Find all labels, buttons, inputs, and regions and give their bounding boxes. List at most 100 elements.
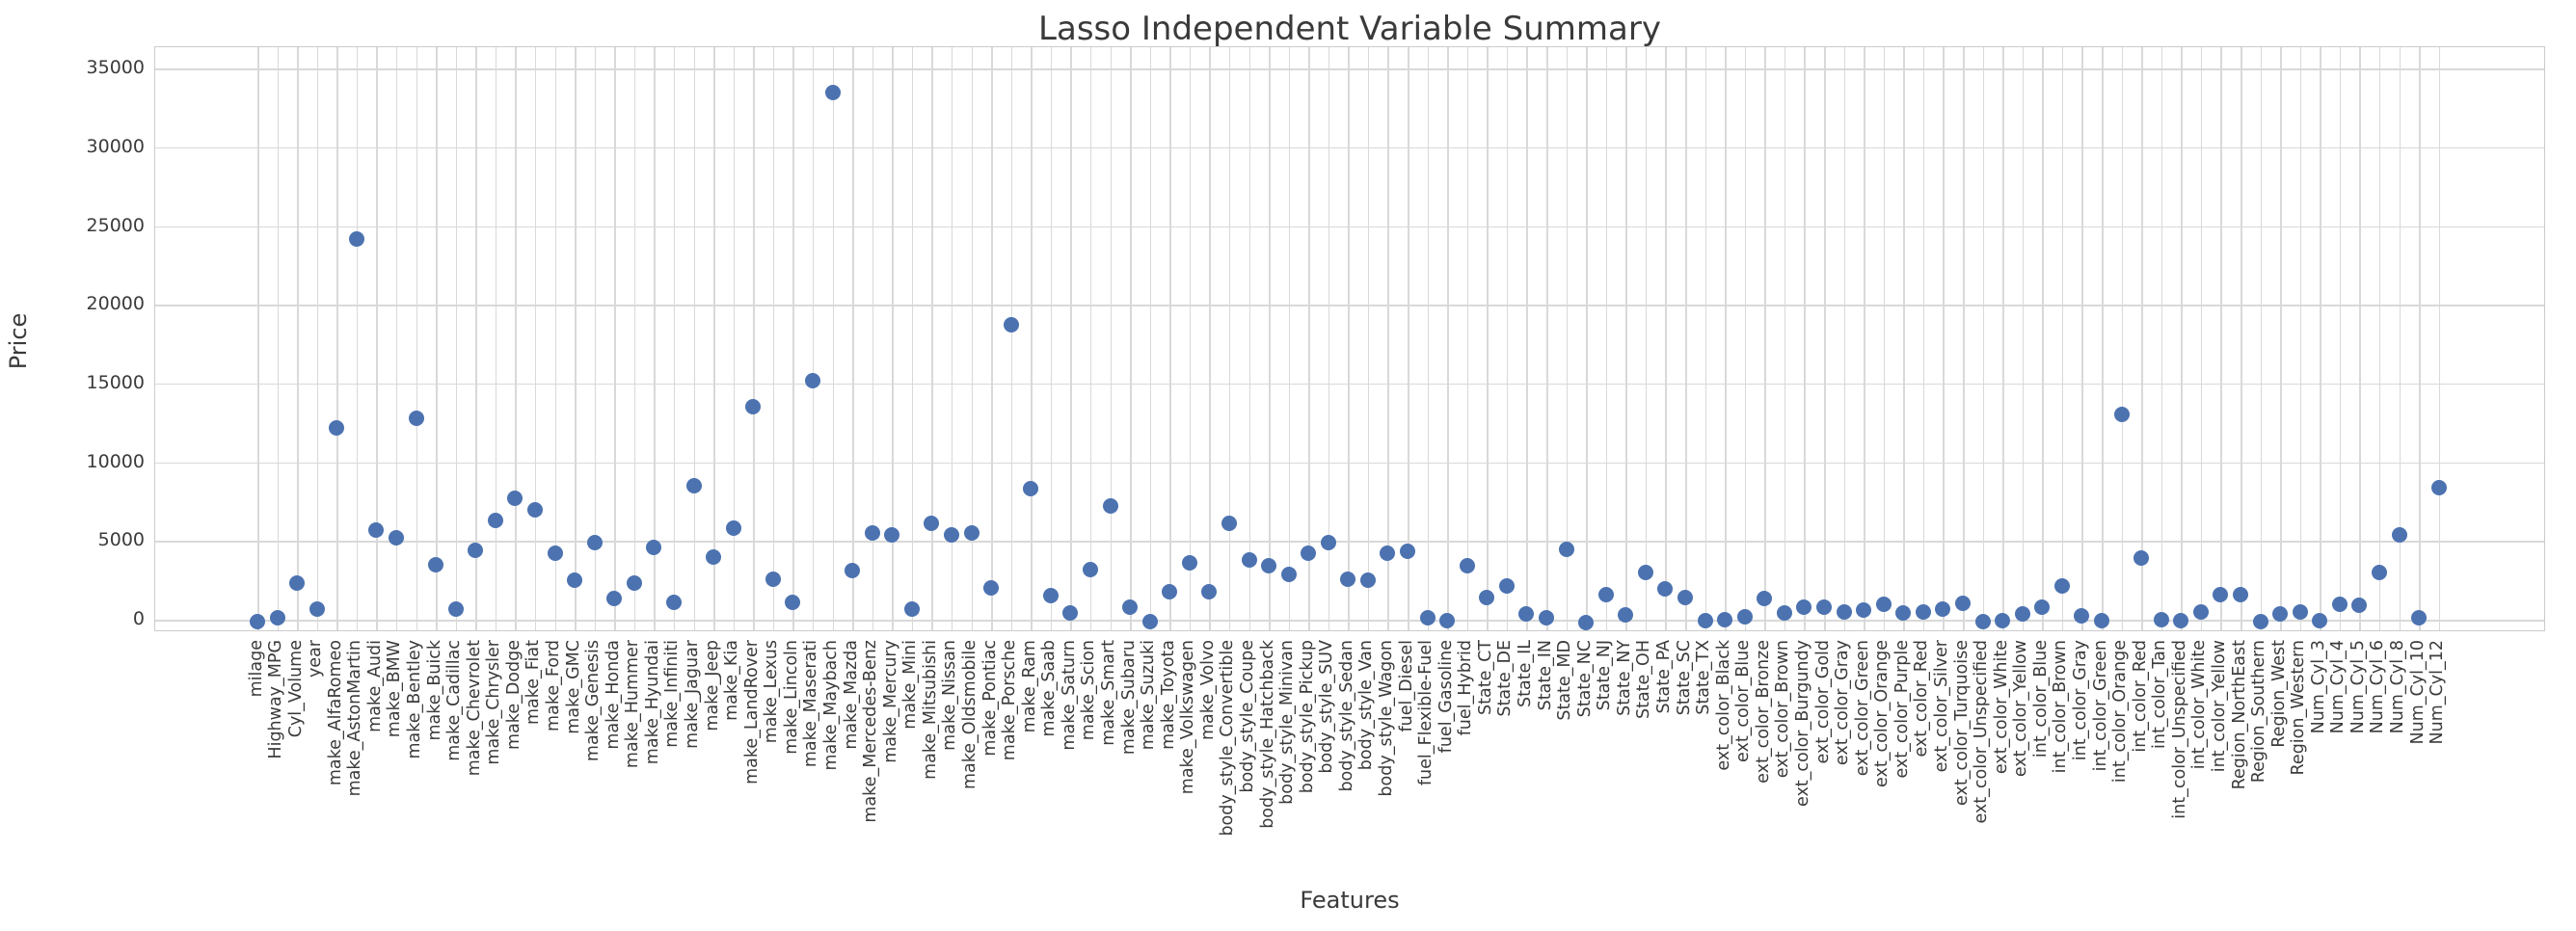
x-tick-label-make_Kia: make_Kia (722, 640, 742, 721)
x-tick-label-make_Jaguar: make_Jaguar (683, 640, 703, 749)
scatter-point-body_style_Pickup (1301, 545, 1317, 562)
gridline-x (1903, 47, 1905, 630)
gridline-y-5000 (155, 541, 2544, 543)
scatter-point-make_Buick (428, 556, 444, 572)
x-tick-label-State_CT: State_CT (1475, 640, 1495, 715)
gridline-x (2042, 47, 2044, 630)
x-tick-label-ext_color_Unspecified: ext_color_Unspecified (1972, 640, 1992, 824)
scatter-point-make_Ram (1023, 481, 1039, 497)
gridline-x (1269, 47, 1271, 630)
scatter-point-int_color_Brown (2053, 577, 2070, 594)
scatter-point-ext_color_Yellow (2014, 605, 2030, 622)
gridline-x (1784, 47, 1786, 630)
x-tick-label-make_Oldsmobile: make_Oldsmobile (960, 640, 980, 790)
scatter-point-make_Maybach (824, 84, 841, 100)
x-tick-label-make_Chevrolet: make_Chevrolet (464, 640, 484, 777)
x-tick-label-State_PA: State_PA (1653, 640, 1674, 714)
x-tick-label-make_Infiniti: make_Infiniti (662, 640, 683, 748)
x-tick-label-Region_NorthEast: Region_NorthEast (2229, 640, 2249, 790)
x-tick-label-Cyl_Volume: Cyl_Volume (285, 640, 306, 738)
x-tick-label-body_style_Minivan: body_style_Minivan (1277, 640, 1298, 805)
gridline-x (1427, 47, 1430, 630)
gridline-x (1130, 47, 1132, 630)
gridline-x (2141, 47, 2143, 630)
x-tick-label-make_Ford: make_Ford (544, 640, 564, 732)
scatter-point-State_SC (1677, 590, 1694, 606)
scatter-point-ext_color_Brown (1776, 605, 1792, 622)
gridline-x (395, 47, 398, 630)
x-tick-label-body_style_Sedan: body_style_Sedan (1336, 640, 1356, 792)
gridline-y-15000 (155, 383, 2544, 386)
scatter-point-make_Volkswagen (1181, 555, 1197, 572)
scatter-point-make_Ford (547, 545, 563, 562)
scatter-point-Num_Cyl_8 (2391, 527, 2407, 544)
gridline-x (1625, 47, 1627, 630)
gridline-x (1348, 47, 1350, 630)
gridline-x (277, 47, 280, 630)
gridline-x (495, 47, 497, 630)
x-tick-label-int_color_Tan: int_color_Tan (2150, 640, 2170, 750)
scatter-point-make_Toyota (1162, 583, 1178, 599)
x-tick-label-year: year (306, 640, 326, 678)
gridline-x (1704, 47, 1707, 630)
gridline-x (1943, 47, 1945, 630)
scatter-point-make_Cadillac (447, 600, 464, 617)
scatter-point-make_GMC (567, 572, 583, 589)
scatter-point-fuel_Flexible-Fuel (1419, 610, 1436, 626)
gridline-x (1922, 47, 1925, 630)
gridline-x (455, 47, 458, 630)
gridline-x (991, 47, 993, 630)
scatter-point-body_style_Coupe (1241, 551, 1257, 568)
scatter-point-make_Subaru (1122, 598, 1139, 615)
gridline-y-0 (155, 620, 2544, 622)
scatter-point-make_Jeep (706, 548, 722, 565)
x-tick-label-make_Chrysler: make_Chrysler (484, 640, 504, 765)
scatter-point-ext_color_Blue (1736, 608, 1753, 625)
scatter-point-make_Mazda (845, 563, 861, 579)
scatter-point-body_style_Sedan (1340, 571, 1356, 587)
scatter-point-make_AstonMartin (348, 230, 364, 247)
scatter-point-State_OH (1637, 564, 1653, 580)
gridline-x (1605, 47, 1608, 630)
x-tick-label-make_AstonMartin: make_AstonMartin (345, 640, 365, 797)
scatter-point-body_style_Convertible (1221, 516, 1237, 532)
scatter-point-Region_Southern (2252, 613, 2268, 629)
gridline-y-20000 (155, 305, 2544, 306)
gridline-x (1209, 47, 1211, 630)
gridline-x (1764, 47, 1766, 630)
x-tick-label-Num_Cyl_12: Num_Cyl_12 (2428, 640, 2448, 745)
gridline-x (1447, 47, 1449, 630)
scatter-point-ext_color_Gold (1816, 599, 1833, 616)
gridline-x (1744, 47, 1747, 630)
gridline-x (594, 47, 597, 630)
x-tick-label-make_Jeep: make_Jeep (702, 640, 722, 732)
x-tick-label-body_style_Hatchback: body_style_Hatchback (1257, 640, 1277, 829)
gridline-x (1089, 47, 1092, 630)
scatter-point-ext_color_Bronze (1757, 590, 1773, 606)
x-tick-label-make_Mazda: make_Mazda (841, 640, 861, 750)
scatter-point-make_Honda (606, 590, 623, 606)
x-tick-label-make_Fiat: make_Fiat (523, 640, 544, 726)
scatter-point-Region_Western (2292, 604, 2308, 621)
scatter-point-milage (250, 613, 265, 629)
x-tick-label-body_style_Convertible: body_style_Convertible (1218, 640, 1238, 837)
x-tick-label-make_Genesis: make_Genesis (583, 640, 604, 762)
gridline-x (792, 47, 794, 630)
gridline-x (1248, 47, 1250, 630)
gridline-x (1546, 47, 1548, 630)
gridline-x (2081, 47, 2083, 630)
scatter-point-make_Dodge (507, 491, 523, 507)
x-tick-label-body_style_SUV: body_style_SUV (1317, 640, 1337, 774)
gridline-x (297, 47, 299, 630)
gridline-x (971, 47, 974, 630)
scatter-point-make_Scion (1082, 561, 1098, 577)
scatter-point-make_Volvo (1201, 583, 1218, 599)
x-tick-label-ext_color_Blue: ext_color_Blue (1733, 640, 1754, 762)
x-tick-label-make_Dodge: make_Dodge (503, 640, 523, 750)
x-tick-label-int_color_Red: int_color_Red (2130, 640, 2150, 753)
gridline-x (2299, 47, 2302, 630)
x-tick-label-body_style_Pickup: body_style_Pickup (1297, 640, 1317, 794)
gridline-x (1010, 47, 1013, 630)
x-tick-label-ext_color_Black: ext_color_Black (1713, 640, 1733, 771)
scatter-point-ext_color_Burgundy (1796, 599, 1812, 616)
